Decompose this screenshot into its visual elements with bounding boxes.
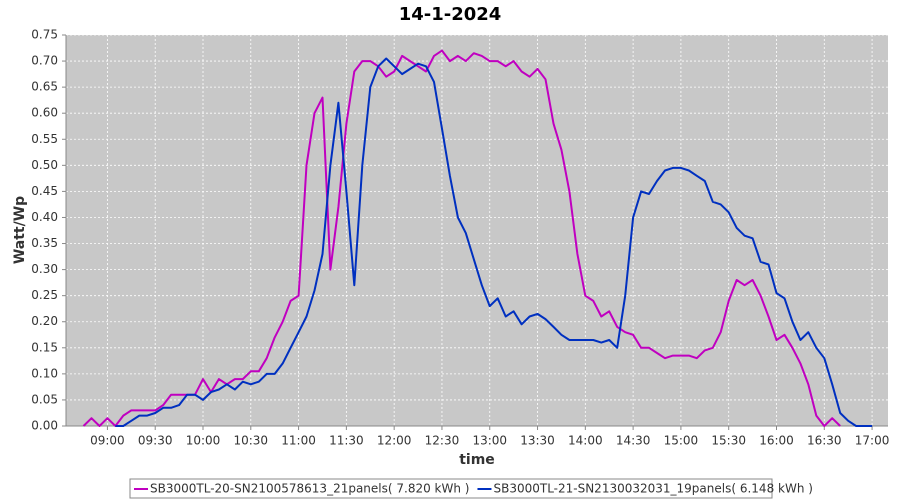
series-line (82, 49, 841, 427)
x-tick-label: 14:00 (568, 434, 603, 448)
x-tick-label: 09:00 (90, 434, 125, 448)
x-tick-label: 17:00 (855, 434, 890, 448)
y-tick-label: 0.00 (31, 419, 58, 433)
y-tick-label: 0.05 (31, 392, 58, 406)
x-tick-label: 11:00 (281, 434, 316, 448)
chart-title: 14-1-2024 (399, 4, 502, 25)
x-tick-label: 16:00 (759, 434, 794, 448)
y-tick-label: 0.35 (31, 236, 58, 250)
x-tick-label: 16:30 (807, 434, 842, 448)
y-tick-label: 0.25 (31, 288, 58, 302)
x-tick-label: 13:30 (520, 434, 555, 448)
legend-label: SB3000TL-20-SN2100578613_21panels( 7.820… (150, 482, 469, 496)
plot-area (66, 35, 888, 426)
x-tick-label: 11:30 (329, 434, 364, 448)
y-tick-label: 0.40 (31, 210, 58, 224)
x-tick-label: 10:30 (233, 434, 268, 448)
y-tick-label: 0.55 (31, 132, 58, 146)
series-line (115, 57, 873, 427)
y-tick-label: 0.75 (31, 28, 58, 42)
y-tick-label: 0.30 (31, 262, 58, 276)
y-tick-label: 0.70 (31, 54, 58, 68)
x-tick-label: 13:00 (472, 434, 507, 448)
x-tick-label: 09:30 (138, 434, 173, 448)
legend-label: SB3000TL-21-SN2130032031_19panels( 6.148… (493, 482, 812, 496)
y-tick-label: 0.60 (31, 106, 58, 120)
x-tick-label: 10:00 (186, 434, 221, 448)
y-axis-label: Watt/Wp (12, 196, 28, 264)
legend-box (129, 478, 773, 499)
y-tick-label: 0.20 (31, 314, 58, 328)
y-tick-label: 0.45 (31, 184, 58, 198)
x-tick-label: 15:00 (664, 434, 699, 448)
x-tick-label: 12:00 (377, 434, 412, 448)
x-axis-label: time (459, 452, 495, 468)
x-tick-label: 12:30 (425, 434, 460, 448)
y-tick-label: 0.10 (31, 366, 58, 380)
x-tick-label: 14:30 (616, 434, 651, 448)
y-tick-label: 0.65 (31, 80, 58, 94)
y-tick-label: 0.15 (31, 340, 58, 354)
y-tick-label: 0.50 (31, 158, 58, 172)
x-tick-label: 15:30 (711, 434, 746, 448)
